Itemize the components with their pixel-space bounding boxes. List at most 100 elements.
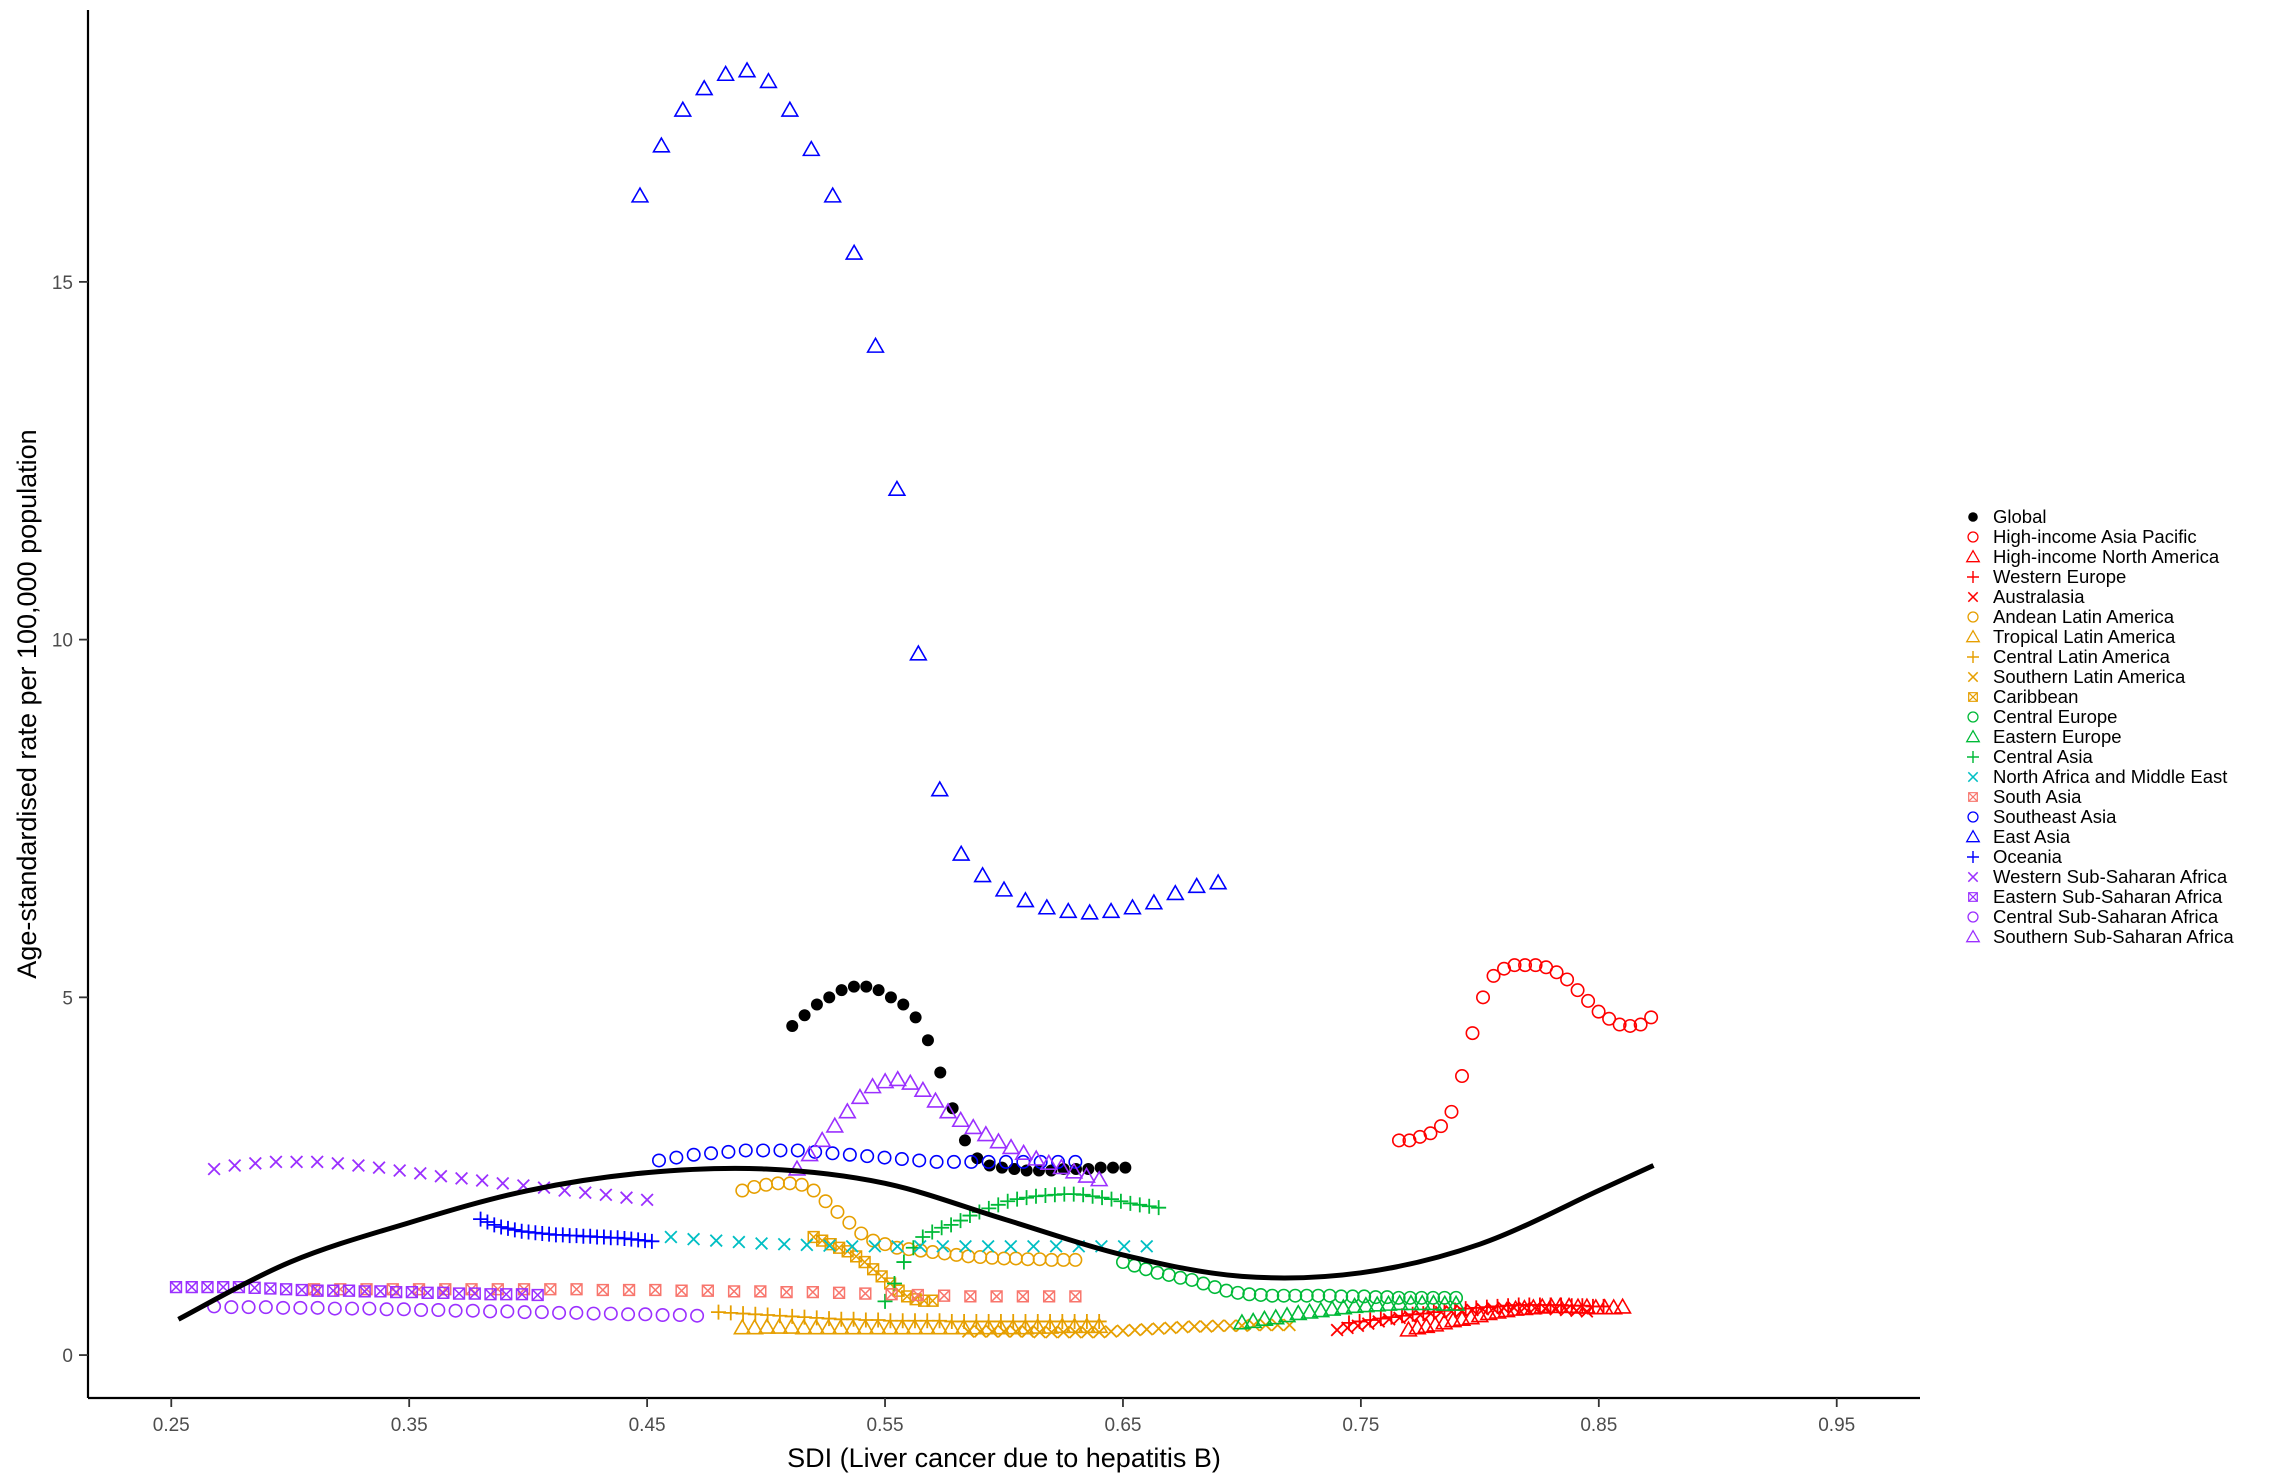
data-point: [1403, 1290, 1418, 1305]
series-group: [207, 1299, 705, 1323]
data-point: [517, 1305, 532, 1320]
data-point: [926, 1294, 939, 1307]
data-point: [773, 1143, 788, 1158]
data-point: [973, 1250, 988, 1265]
data-point: [845, 1239, 859, 1253]
data-point: [1045, 1325, 1059, 1339]
data-point: [483, 1304, 498, 1319]
data-point: [1091, 1313, 1107, 1329]
data-point: [810, 998, 823, 1011]
data-point: [1175, 1320, 1189, 1334]
data-point: [1150, 1265, 1165, 1280]
data-point: [640, 1193, 654, 1207]
data-point: [1009, 1324, 1023, 1338]
data-point: [976, 1125, 996, 1142]
data-point: [1232, 1313, 1252, 1330]
data-point: [534, 1305, 549, 1320]
data-point: [327, 1301, 342, 1316]
data-point: [929, 1318, 949, 1335]
legend-key: [1967, 871, 1979, 883]
data-point: [1255, 1309, 1274, 1326]
series-group: [1330, 1301, 1594, 1337]
legend-label: Central Asia: [1993, 746, 2093, 767]
data-point: [704, 1146, 719, 1161]
data-point: [327, 1284, 340, 1297]
data-point: [413, 1166, 427, 1180]
data-point: [694, 79, 714, 96]
data-point: [228, 1158, 242, 1172]
data-point: [1570, 1304, 1583, 1318]
data-point: [1068, 1252, 1083, 1267]
data-point: [716, 64, 735, 82]
data-point: [794, 1177, 809, 1192]
data-point: [844, 243, 864, 260]
legend-key: [1965, 549, 1981, 563]
data-point: [1026, 1149, 1046, 1166]
series-group: [710, 1304, 1107, 1329]
data-point: [1068, 1325, 1082, 1339]
x-tick-label: 0.65: [1104, 1415, 1141, 1436]
data-point: [1119, 1161, 1132, 1174]
legend-key: [1967, 911, 1979, 923]
data-point: [1080, 903, 1099, 920]
data-point: [269, 1155, 283, 1169]
legend-item: Southern Latin America: [1967, 666, 2186, 687]
data-point: [473, 1211, 489, 1227]
data-point: [1184, 1272, 1199, 1287]
y-tick-label: 10: [52, 631, 73, 652]
data-point: [1104, 1324, 1118, 1338]
legend-label: Western Europe: [1993, 566, 2126, 587]
data-point: [293, 1300, 308, 1315]
data-point: [345, 1301, 360, 1316]
data-point: [905, 1318, 924, 1335]
data-point: [790, 1143, 805, 1158]
data-point: [759, 72, 778, 89]
x-tick-label: 0.85: [1580, 1415, 1617, 1436]
data-point: [885, 1288, 898, 1301]
data-point: [1435, 1294, 1455, 1311]
data-point: [1465, 1026, 1480, 1041]
data-point: [1020, 1252, 1035, 1267]
data-point: [884, 991, 897, 1004]
data-point: [1445, 1304, 1459, 1318]
data-point: [1367, 1295, 1387, 1312]
data-point: [1414, 1290, 1429, 1305]
legend-item: Central Sub-Saharan Africa: [1967, 906, 2219, 927]
legend-label: Southern Sub-Saharan Africa: [1993, 926, 2234, 947]
data-point: [782, 1176, 797, 1191]
data-point: [924, 1224, 940, 1240]
data-point: [942, 1318, 961, 1335]
plot-area: [169, 61, 1659, 1339]
data-point: [842, 1147, 857, 1162]
data-point: [621, 1307, 636, 1322]
data-point: [860, 1149, 875, 1164]
data-point: [757, 1317, 777, 1334]
data-point: [1085, 1188, 1101, 1204]
data-point: [998, 1154, 1013, 1169]
data-point: [1044, 1252, 1059, 1267]
data-point: [802, 140, 821, 157]
legend-key: [1965, 629, 1981, 643]
data-point: [331, 1156, 345, 1170]
data-point: [1623, 1018, 1638, 1033]
data-point: [1243, 1311, 1263, 1329]
data-point: [351, 1158, 365, 1172]
data-point: [1580, 1304, 1594, 1318]
data-point: [599, 1188, 613, 1202]
legend-label: Central Europe: [1993, 706, 2117, 727]
data-point: [393, 1163, 407, 1177]
data-point: [1033, 1325, 1047, 1339]
legend-item: Central Europe: [1967, 706, 2117, 727]
data-point: [290, 1155, 304, 1169]
series-group: [664, 1230, 1154, 1253]
data-point: [917, 1318, 937, 1335]
data-point: [877, 1150, 892, 1165]
data-point: [1008, 1251, 1023, 1266]
x-ticks: 0.25 0.35 0.45 0.55 0.65 0.75 0.85 0.95: [153, 1398, 1855, 1436]
legend-item: Australasia: [1967, 586, 2085, 607]
data-point: [1101, 902, 1121, 919]
data-point: [1187, 876, 1206, 894]
data-point: [780, 100, 800, 117]
